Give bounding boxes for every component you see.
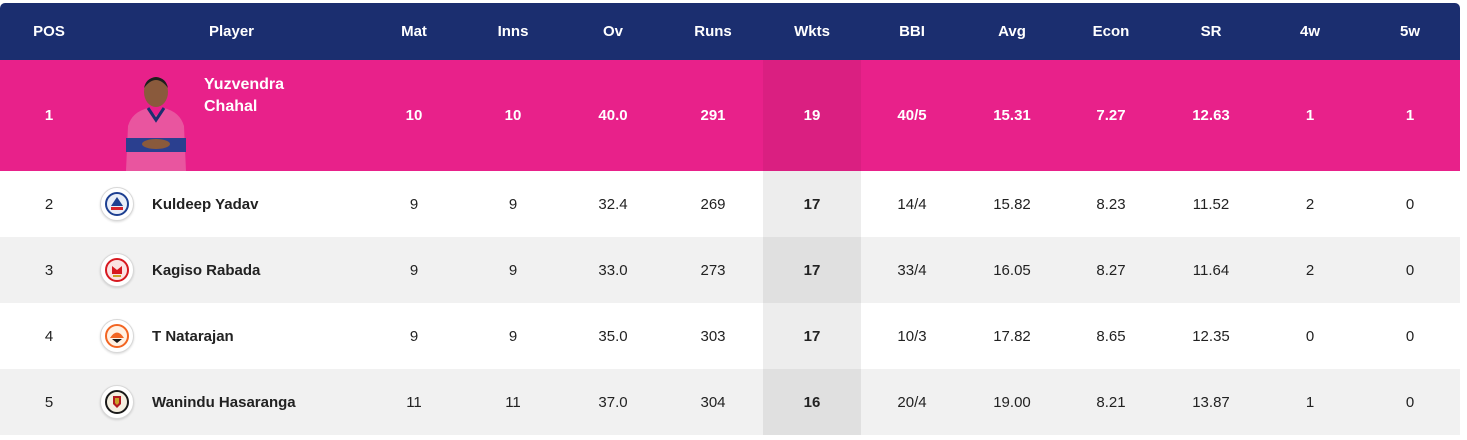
row-wkts: 16 xyxy=(763,369,861,435)
row-mat: 9 xyxy=(409,261,419,279)
row-ov: 33.0 xyxy=(598,261,628,279)
row-pos: 5 xyxy=(44,393,54,411)
table-row[interactable]: 5 Wanindu Hasaranga 11 11 37.0 304 16 20… xyxy=(0,369,1460,435)
header-avg[interactable]: Avg xyxy=(998,23,1026,40)
row-4w: 1 xyxy=(1305,393,1315,411)
row-econ: 8.27 xyxy=(1096,261,1126,279)
header-wkts[interactable]: Wkts xyxy=(794,23,830,40)
table-header: POS Player Mat Inns Ov Runs Wkts BBI Avg… xyxy=(0,3,1460,60)
row-pos: 3 xyxy=(44,261,54,279)
row-runs: 303 xyxy=(700,327,726,345)
row-wkts: 17 xyxy=(763,171,861,237)
row-4w: 0 xyxy=(1305,327,1315,345)
row-4w: 2 xyxy=(1305,195,1315,213)
row-econ: 8.23 xyxy=(1096,195,1126,213)
row-5w: 0 xyxy=(1405,393,1415,411)
row-pos: 4 xyxy=(44,327,54,345)
player-cell[interactable]: T Natarajan xyxy=(100,303,234,369)
header-ov[interactable]: Ov xyxy=(602,23,623,40)
table-row[interactable]: 2 Kuldeep Yadav 9 9 32.4 269 17 14/4 15.… xyxy=(0,171,1460,237)
row-inns: 9 xyxy=(508,327,518,345)
row-mat: 9 xyxy=(409,195,419,213)
row-inns: 9 xyxy=(508,195,518,213)
row-wkts: 17 xyxy=(763,303,861,369)
row-econ: 8.21 xyxy=(1096,393,1126,411)
purple-cap-table: POS Player Mat Inns Ov Runs Wkts BBI Avg… xyxy=(0,3,1460,435)
header-econ[interactable]: Econ xyxy=(1092,23,1130,40)
row-sr: 12.35 xyxy=(1192,327,1230,345)
row-runs: 291 xyxy=(700,107,726,124)
row-avg: 15.82 xyxy=(993,195,1031,213)
table-row[interactable]: 4 T Natarajan 9 9 35.0 303 17 10/3 17.82… xyxy=(0,303,1460,369)
row-avg: 19.00 xyxy=(993,393,1031,411)
table-row[interactable]: 3 Kagiso Rabada 9 9 33.0 273 17 33/4 16.… xyxy=(0,237,1460,303)
player-cell[interactable]: Kagiso Rabada xyxy=(100,237,260,303)
table-row-leader[interactable]: 1 Yuzvendra Chahal 10 10 40.0 291 19 40/… xyxy=(0,60,1460,216)
player-name[interactable]: T Natarajan xyxy=(152,327,234,345)
row-bbi: 20/4 xyxy=(897,393,927,411)
header-inns[interactable]: Inns xyxy=(497,23,529,40)
header-mat[interactable]: Mat xyxy=(401,23,427,40)
row-ov: 37.0 xyxy=(598,393,628,411)
row-wkts: 17 xyxy=(763,237,861,303)
header-5w[interactable]: 5w xyxy=(1399,23,1420,40)
row-mat: 9 xyxy=(409,327,419,345)
row-avg: 17.82 xyxy=(993,327,1031,345)
header-runs[interactable]: Runs xyxy=(694,23,732,40)
player-photo[interactable] xyxy=(120,68,192,171)
row-runs: 269 xyxy=(700,195,726,213)
delhi-capitals-logo-icon xyxy=(100,187,134,221)
punjab-kings-logo-icon xyxy=(100,253,134,287)
row-sr: 13.87 xyxy=(1192,393,1230,411)
row-avg: 15.31 xyxy=(993,107,1031,124)
row-pos: 1 xyxy=(44,107,54,124)
sunrisers-hyderabad-logo-icon xyxy=(100,319,134,353)
header-bbi[interactable]: BBI xyxy=(899,23,925,40)
row-ov: 32.4 xyxy=(598,195,628,213)
row-mat: 10 xyxy=(405,107,423,124)
row-ov: 40.0 xyxy=(598,107,628,124)
row-sr: 11.64 xyxy=(1192,261,1230,279)
header-pos[interactable]: POS xyxy=(33,23,65,40)
row-pos: 2 xyxy=(44,195,54,213)
row-bbi: 33/4 xyxy=(897,261,927,279)
row-4w: 1 xyxy=(1305,107,1315,124)
royal-challengers-bangalore-logo-icon xyxy=(100,385,134,419)
row-sr: 12.63 xyxy=(1192,107,1230,124)
row-sr: 11.52 xyxy=(1192,195,1230,213)
player-cell[interactable]: Kuldeep Yadav xyxy=(100,171,258,237)
row-econ: 7.27 xyxy=(1096,107,1126,124)
row-bbi: 40/5 xyxy=(897,107,927,124)
header-player[interactable]: Player xyxy=(208,23,255,40)
leader-player-name[interactable]: Yuzvendra Chahal xyxy=(204,74,284,118)
leader-name-line2: Chahal xyxy=(204,98,258,115)
row-inns: 10 xyxy=(504,107,522,124)
leader-name-line1: Yuzvendra xyxy=(204,76,285,93)
row-bbi: 14/4 xyxy=(897,195,927,213)
row-bbi: 10/3 xyxy=(897,327,927,345)
player-name[interactable]: Kagiso Rabada xyxy=(152,261,261,279)
row-5w: 0 xyxy=(1405,195,1415,213)
player-cell[interactable]: Wanindu Hasaranga xyxy=(100,369,296,435)
row-5w: 0 xyxy=(1405,261,1415,279)
player-name[interactable]: Wanindu Hasaranga xyxy=(152,393,296,411)
header-4w[interactable]: 4w xyxy=(1299,23,1320,40)
row-5w: 1 xyxy=(1405,107,1415,124)
row-inns: 11 xyxy=(505,393,521,411)
row-wkts: 19 xyxy=(763,60,861,171)
row-4w: 2 xyxy=(1305,261,1315,279)
row-runs: 304 xyxy=(700,393,726,411)
row-econ: 8.65 xyxy=(1096,327,1126,345)
row-runs: 273 xyxy=(700,261,726,279)
row-ov: 35.0 xyxy=(598,327,628,345)
row-mat: 11 xyxy=(406,393,422,411)
row-inns: 9 xyxy=(508,261,518,279)
player-name[interactable]: Kuldeep Yadav xyxy=(152,195,259,213)
row-5w: 0 xyxy=(1405,327,1415,345)
header-sr[interactable]: SR xyxy=(1200,23,1222,40)
row-avg: 16.05 xyxy=(993,261,1031,279)
